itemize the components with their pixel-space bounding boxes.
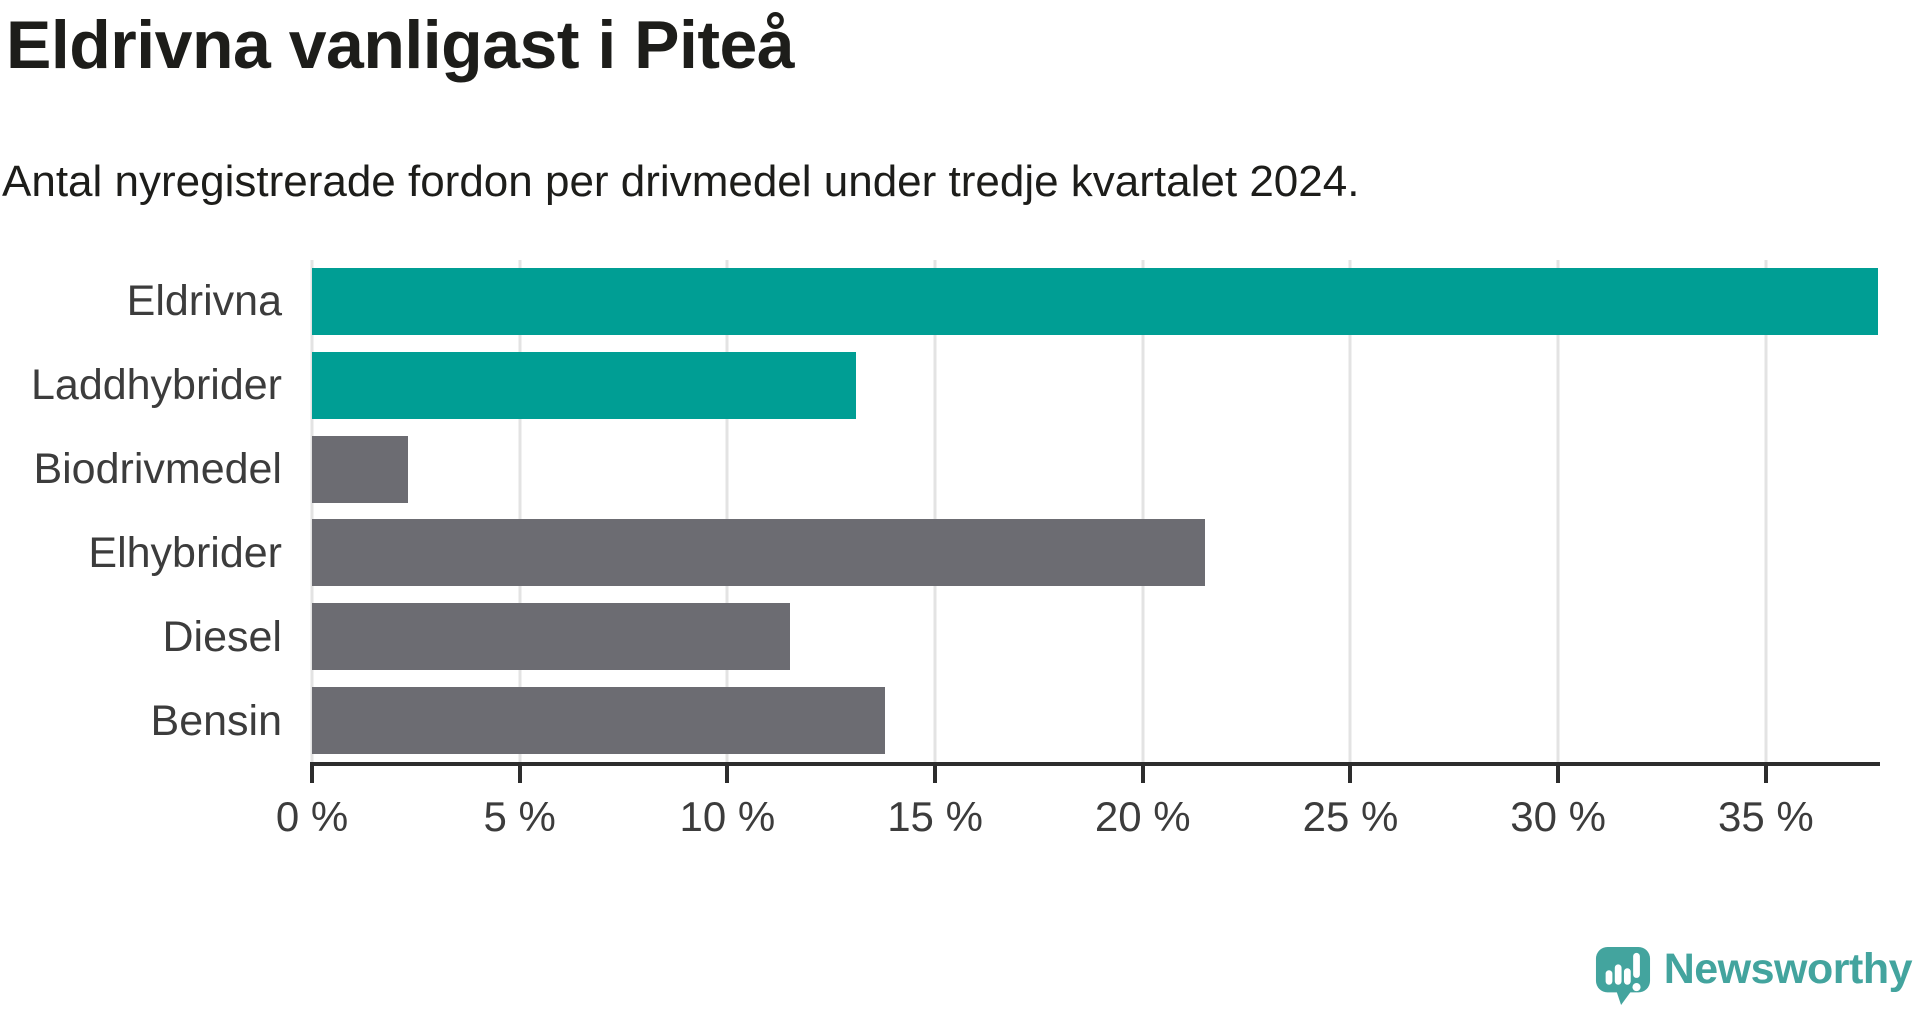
newsworthy-logo-icon bbox=[1595, 947, 1650, 1005]
x-axis-line bbox=[310, 762, 1880, 766]
bar bbox=[312, 687, 886, 755]
bar bbox=[312, 435, 408, 503]
axis-tick bbox=[1763, 766, 1768, 783]
newsworthy-logo: Newsworthy bbox=[1595, 944, 1913, 1006]
gridline bbox=[1764, 260, 1768, 763]
bar bbox=[312, 268, 1878, 335]
gridline bbox=[310, 260, 314, 763]
axis-tick bbox=[1140, 766, 1145, 783]
axis-tick-label: 30 % bbox=[1510, 793, 1607, 840]
axis-tick-label: 20 % bbox=[1094, 793, 1191, 840]
chart-title: Eldrivna vanligast i Piteå bbox=[6, 7, 795, 83]
axis-tick bbox=[725, 766, 730, 783]
bar-row bbox=[312, 344, 1878, 428]
category-label: Laddhybrider bbox=[30, 361, 282, 410]
axis-tick-label: 25 % bbox=[1302, 793, 1399, 840]
gridline bbox=[725, 260, 729, 763]
gridline bbox=[1556, 260, 1560, 763]
bar bbox=[312, 603, 790, 671]
gridline-layer bbox=[310, 260, 1878, 763]
category-label: Eldrivna bbox=[126, 277, 282, 326]
axis-tick bbox=[310, 766, 314, 783]
axis-tick-label: 0 % bbox=[275, 793, 349, 840]
axis-tick-label: 5 % bbox=[483, 793, 556, 840]
axis-tick bbox=[933, 766, 938, 783]
gridline bbox=[933, 260, 937, 763]
gridline bbox=[518, 260, 522, 763]
gridline bbox=[1348, 260, 1352, 763]
category-label: Diesel bbox=[162, 612, 283, 661]
axis-tick-label: 15 % bbox=[887, 793, 983, 840]
axis-tick bbox=[1556, 766, 1561, 783]
category-label: Bensin bbox=[150, 696, 282, 745]
bar bbox=[312, 519, 1206, 587]
axis-tick bbox=[1348, 766, 1353, 783]
bar bbox=[312, 351, 857, 419]
bar-row bbox=[312, 428, 1878, 512]
axis-tick bbox=[517, 766, 522, 783]
bars-layer bbox=[312, 260, 1878, 763]
chart-subtitle: Antal nyregistrerade fordon per drivmede… bbox=[2, 157, 1360, 206]
category-label: Biodrivmedel bbox=[33, 445, 282, 494]
category-labels: Eldrivna Laddhybrider Biodrivmedel Elhybrid… bbox=[0, 260, 282, 763]
bar-row bbox=[312, 260, 1878, 344]
gridline bbox=[1141, 260, 1145, 763]
category-label: Elhybrider bbox=[88, 528, 282, 577]
bar-row bbox=[312, 595, 1878, 679]
axis-tick-label: 10 % bbox=[679, 793, 776, 840]
plot-area bbox=[310, 260, 1878, 763]
axis-tick-label: 35 % bbox=[1717, 793, 1814, 840]
newsworthy-logo-text: Newsworthy bbox=[1663, 944, 1913, 993]
bar-row bbox=[312, 511, 1878, 595]
x-axis: 0 % 5 % 10 % 15 % 20 % 25 % 30 % 35 % bbox=[276, 766, 1878, 846]
bar-row bbox=[312, 679, 1878, 763]
